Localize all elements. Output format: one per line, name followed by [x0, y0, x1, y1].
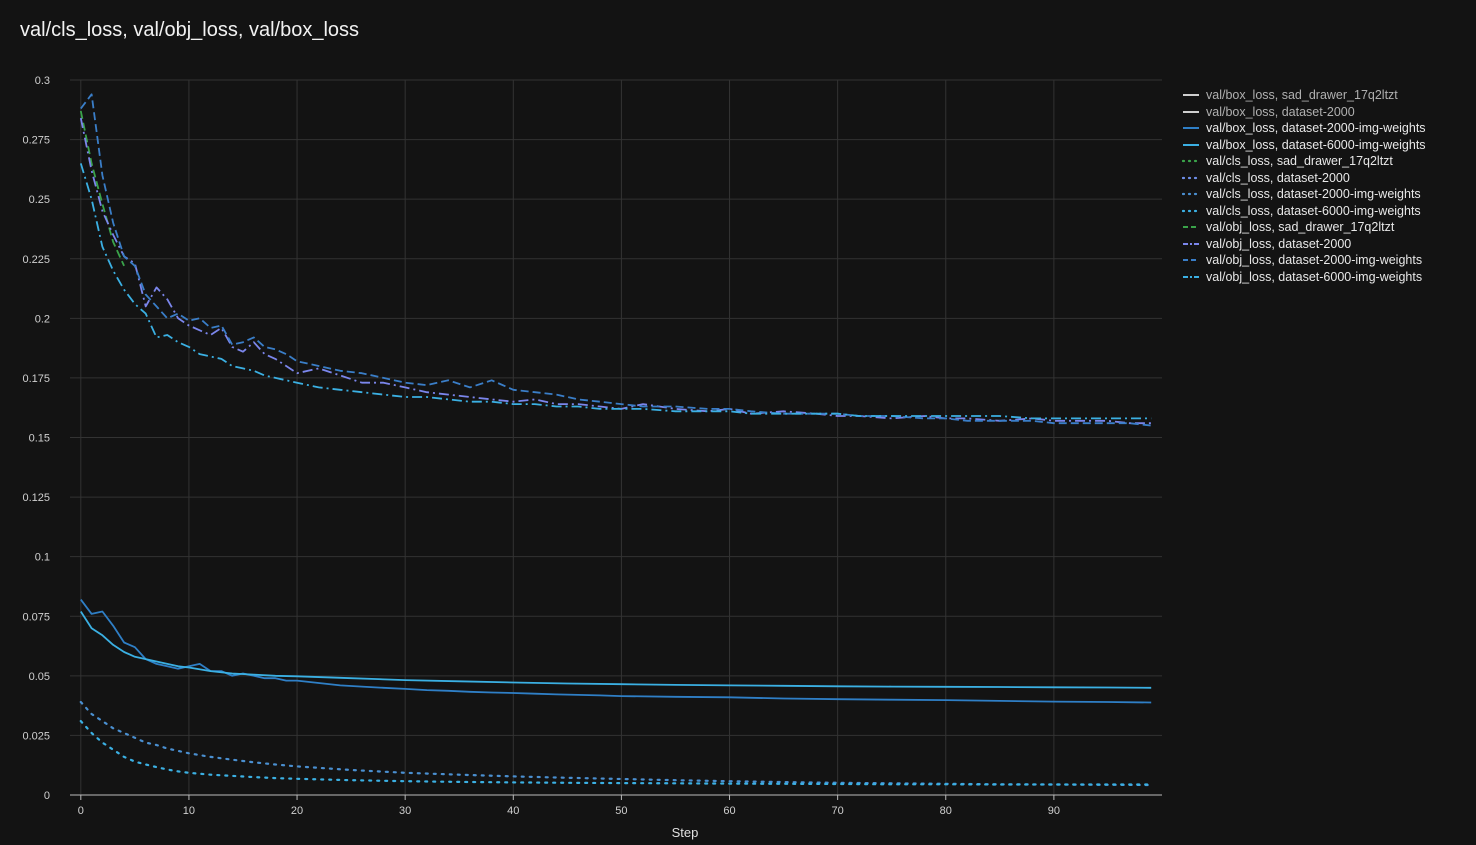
series-line-2: [80, 599, 1152, 704]
legend-label: val/obj_loss, dataset-6000-img-weights: [1206, 269, 1423, 284]
y-tick-label: 0.15: [29, 433, 50, 445]
legend-item[interactable]: val/obj_loss, sad_drawer_17q2ltzt: [1182, 219, 1426, 236]
legend-swatch: [1182, 124, 1200, 132]
legend-label: val/cls_loss, dataset-2000-img-weights: [1206, 187, 1421, 202]
legend-item[interactable]: val/box_loss, dataset-2000: [1182, 104, 1426, 121]
legend-label: val/cls_loss, sad_drawer_17q2ltzt: [1206, 154, 1393, 169]
legend-item[interactable]: val/box_loss, dataset-6000-img-weights: [1182, 137, 1426, 154]
x-tick-label: 40: [507, 805, 519, 817]
series-line-11: [79, 163, 1152, 420]
legend-swatch: [1182, 174, 1200, 182]
legend-swatch: [1182, 157, 1200, 165]
legend-swatch: [1182, 240, 1200, 248]
x-tick-label: 90: [1048, 805, 1060, 817]
x-tick-label: 50: [615, 805, 627, 817]
x-axis-label: Step: [672, 825, 699, 840]
x-tick-label: 10: [183, 805, 195, 817]
legend-item[interactable]: val/cls_loss, dataset-6000-img-weights: [1182, 203, 1426, 220]
legend-label: val/box_loss, sad_drawer_17q2ltzt: [1206, 88, 1398, 103]
legend-label: val/box_loss, dataset-2000-img-weights: [1206, 121, 1426, 136]
y-tick-label: 0.125: [22, 492, 50, 504]
legend-item[interactable]: val/box_loss, dataset-2000-img-weights: [1182, 120, 1426, 137]
y-tick-label: 0: [44, 790, 50, 802]
y-tick-label: 0.25: [29, 194, 50, 206]
legend-label: val/box_loss, dataset-2000: [1206, 104, 1355, 119]
series-line-3: [80, 611, 1152, 689]
y-tick-label: 0.025: [22, 730, 50, 742]
legend: val/box_loss, sad_drawer_17q2ltzt val/box…: [1182, 87, 1426, 285]
legend-swatch: [1182, 108, 1200, 116]
legend-item[interactable]: val/obj_loss, dataset-2000: [1182, 236, 1426, 253]
x-tick-label: 60: [723, 805, 735, 817]
legend-swatch: [1182, 91, 1200, 99]
x-tick-label: 0: [78, 805, 84, 817]
legend-swatch: [1182, 141, 1200, 149]
legend-label: val/obj_loss, dataset-2000: [1206, 236, 1352, 251]
y-tick-label: 0.2: [35, 313, 50, 325]
series-line-6: [79, 700, 1153, 787]
legend-swatch: [1182, 256, 1200, 264]
legend-swatch: [1182, 207, 1200, 215]
legend-label: val/obj_loss, dataset-2000-img-weights: [1206, 253, 1423, 268]
y-tick-label: 0.3: [35, 75, 50, 87]
y-tick-label: 0.225: [22, 254, 50, 266]
legend-swatch: [1182, 223, 1200, 231]
series-line-10: [80, 93, 1152, 427]
x-tick-label: 30: [399, 805, 411, 817]
y-tick-label: 0.175: [22, 373, 50, 385]
legend-item[interactable]: val/obj_loss, dataset-6000-img-weights: [1182, 269, 1426, 286]
legend-swatch: [1182, 190, 1200, 198]
legend-item[interactable]: val/obj_loss, dataset-2000-img-weights: [1182, 252, 1426, 269]
legend-label: val/box_loss, dataset-6000-img-weights: [1206, 137, 1426, 152]
y-tick-label: 0.075: [22, 611, 50, 623]
legend-item[interactable]: val/cls_loss, dataset-2000-img-weights: [1182, 186, 1426, 203]
series-line-8: [79, 110, 125, 267]
legend-swatch: [1182, 273, 1200, 281]
y-tick-label: 0.275: [22, 135, 50, 147]
y-tick-label: 0.1: [35, 552, 50, 564]
legend-item[interactable]: val/cls_loss, sad_drawer_17q2ltzt: [1182, 153, 1426, 170]
x-tick-label: 70: [832, 805, 844, 817]
y-tick-label: 0.05: [29, 671, 50, 683]
legend-label: val/obj_loss, sad_drawer_17q2ltzt: [1206, 220, 1395, 235]
legend-label: val/cls_loss, dataset-6000-img-weights: [1206, 203, 1421, 218]
series-line-7: [79, 720, 1153, 786]
legend-item[interactable]: val/box_loss, sad_drawer_17q2ltzt: [1182, 87, 1426, 104]
x-tick-label: 20: [291, 805, 303, 817]
chart-title: val/cls_loss, val/obj_loss, val/box_loss: [20, 19, 360, 41]
legend-item[interactable]: val/cls_loss, dataset-2000: [1182, 170, 1426, 187]
grid: [70, 79, 1162, 795]
legend-label: val/cls_loss, dataset-2000: [1206, 170, 1350, 185]
x-tick-label: 80: [940, 805, 952, 817]
